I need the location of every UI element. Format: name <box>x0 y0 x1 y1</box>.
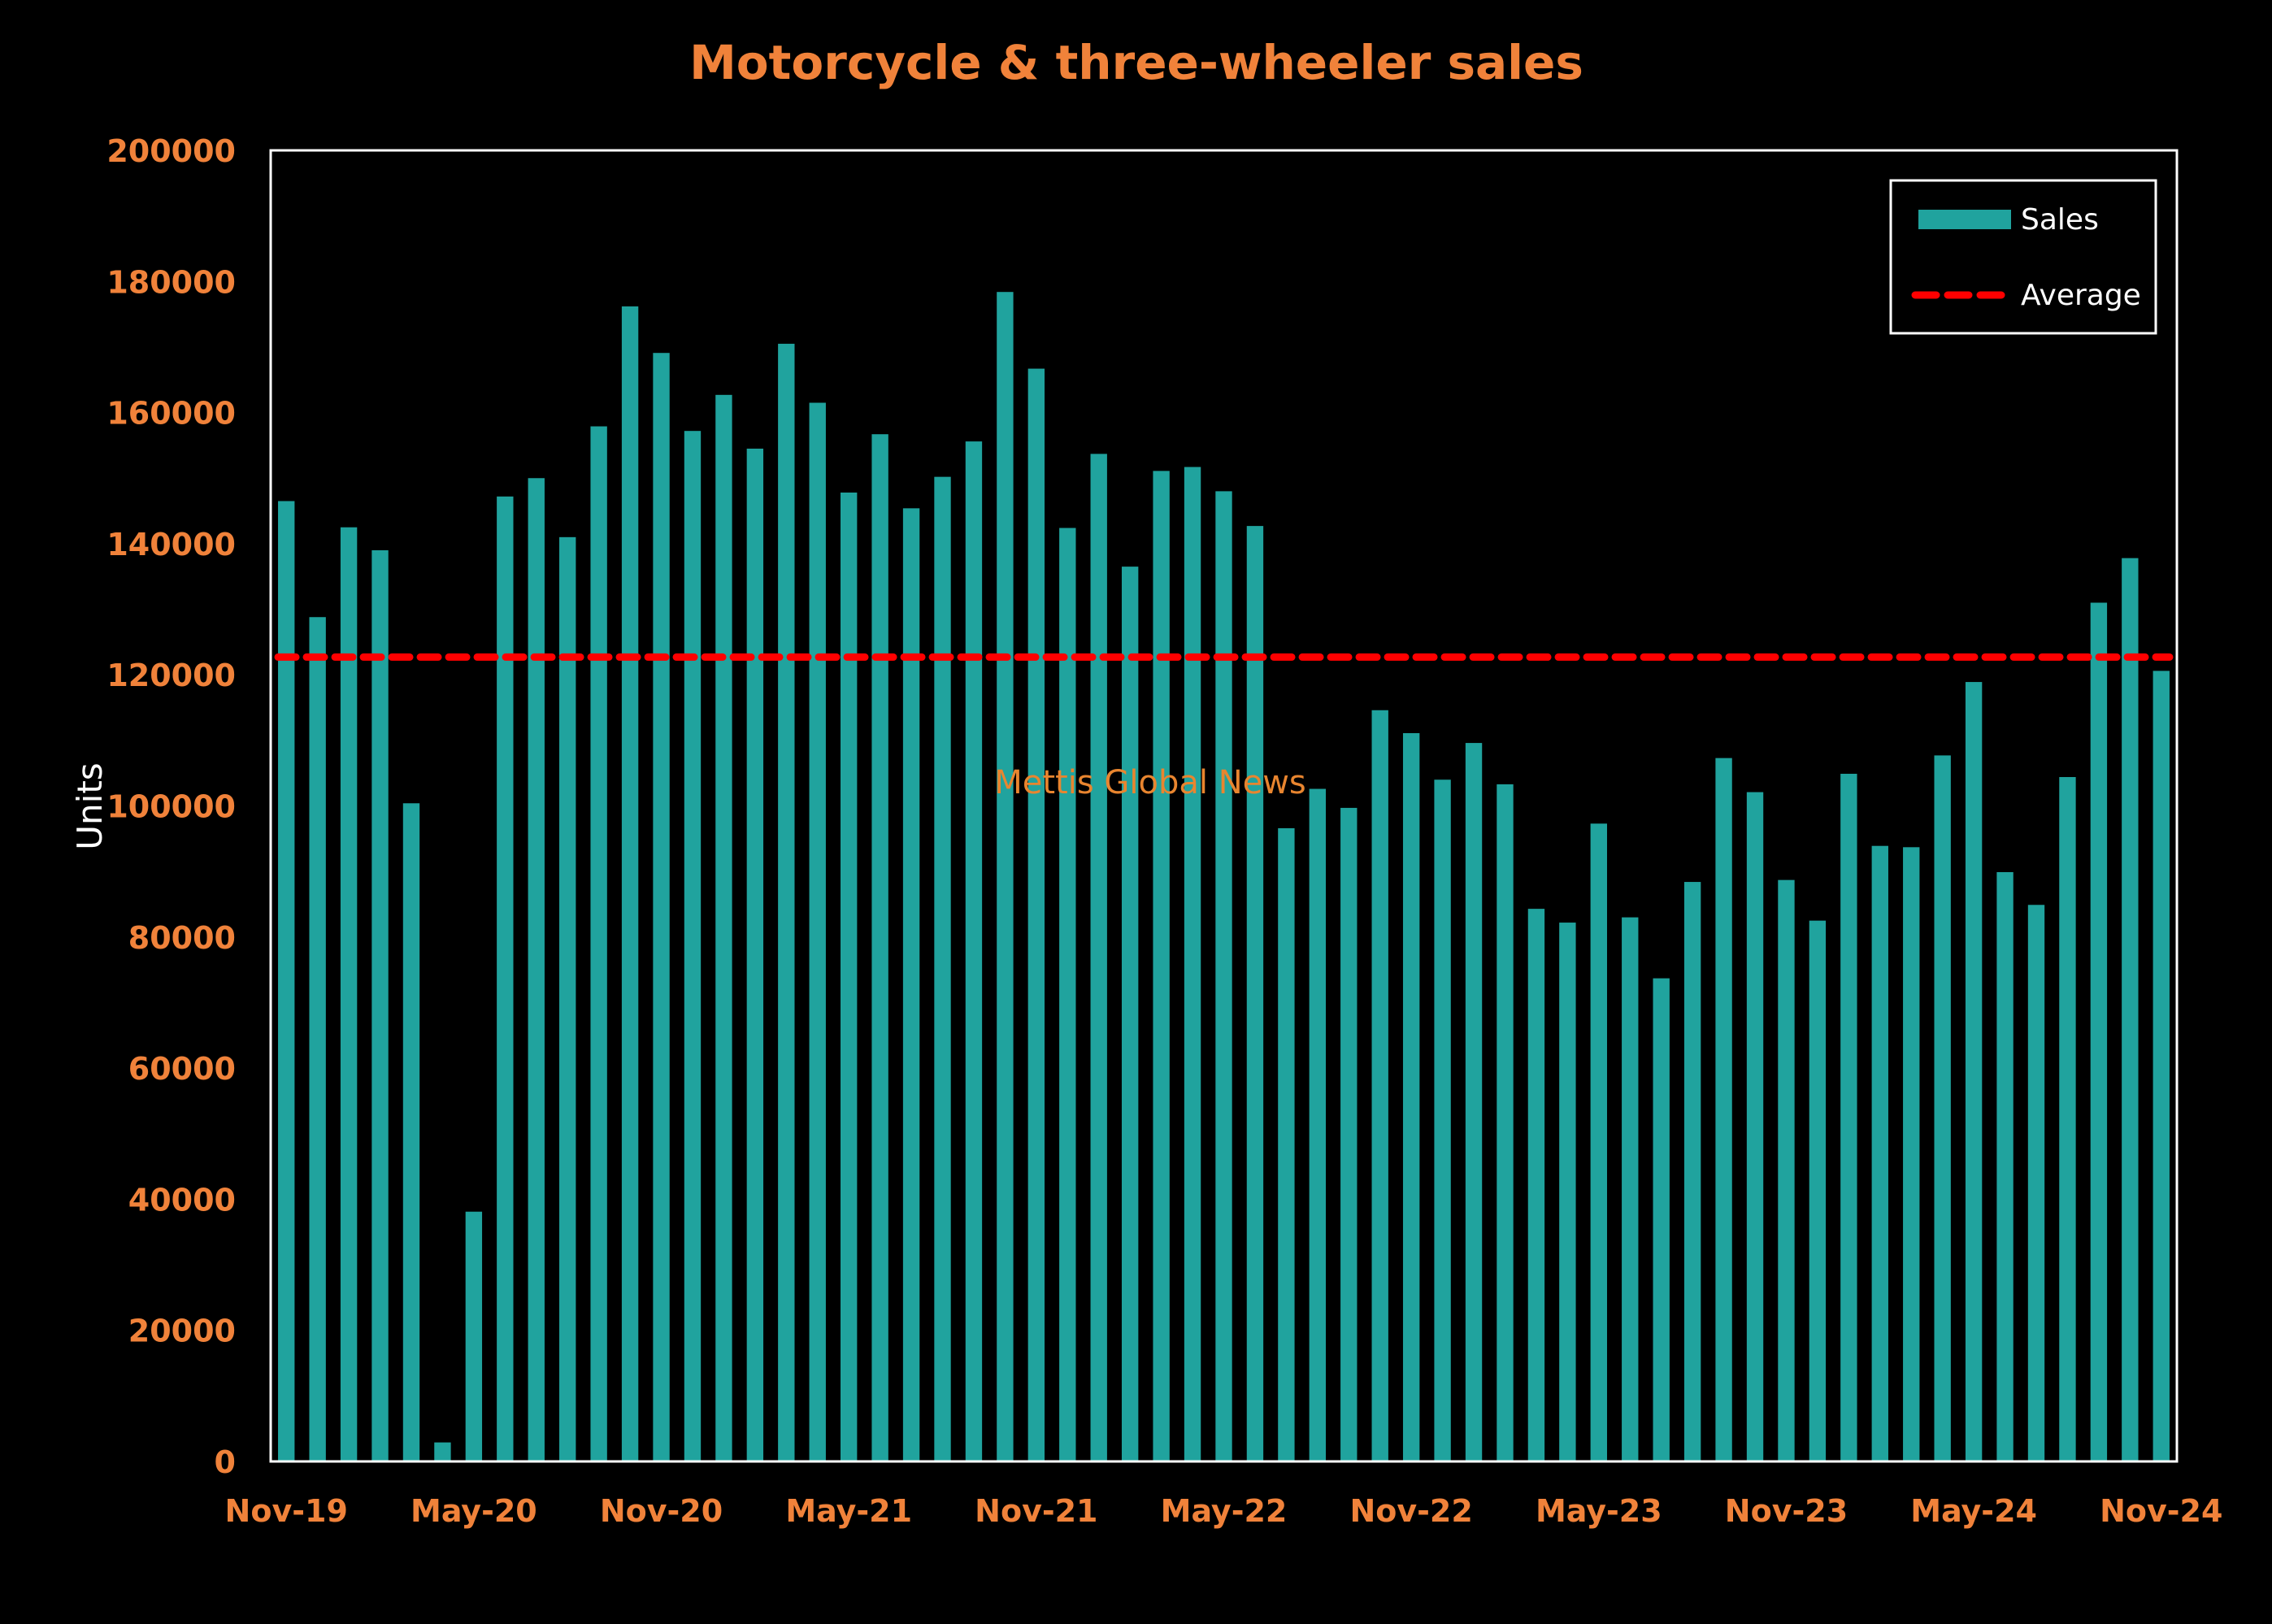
bar-sep-21 <box>965 441 983 1461</box>
y-tick-label: 0 <box>215 1444 236 1480</box>
x-tick-label: May-22 <box>1161 1493 1288 1529</box>
x-tick-label: Nov-20 <box>600 1493 723 1529</box>
y-tick-label: 160000 <box>106 396 236 432</box>
plot-area-border <box>269 149 2179 1463</box>
bar-oct-22 <box>1371 710 1388 1461</box>
bar-mar-21 <box>778 343 795 1461</box>
bar-jun-23 <box>1622 917 1639 1461</box>
bar-apr-23 <box>1559 923 1576 1461</box>
legend-sales-swatch <box>1918 210 2011 229</box>
bar-mar-22 <box>1153 471 1170 1461</box>
y-tick-label: 80000 <box>128 920 236 956</box>
bar-jan-20 <box>340 527 358 1461</box>
y-tick-label: 40000 <box>128 1182 236 1218</box>
bar-nov-19 <box>278 501 295 1461</box>
bar-oct-21 <box>997 292 1014 1462</box>
bar-jan-22 <box>1090 454 1107 1462</box>
bar-mar-24 <box>1903 847 1920 1461</box>
y-tick-label: 60000 <box>128 1051 236 1087</box>
bar-jul-21 <box>902 508 920 1461</box>
watermark-text: Mettis Global News <box>994 764 1306 801</box>
bar-jun-21 <box>871 434 888 1462</box>
legend-sales-label: Sales <box>2021 203 2099 237</box>
bar-apr-22 <box>1184 467 1201 1461</box>
bar-may-24 <box>1965 682 1983 1461</box>
bar-feb-20 <box>371 549 389 1461</box>
bar-may-20 <box>465 1211 483 1461</box>
bar-mar-20 <box>402 803 420 1461</box>
x-tick-label: Nov-21 <box>975 1493 1097 1529</box>
y-tick-label: 200000 <box>106 133 236 169</box>
bar-nov-24 <box>2153 671 2170 1461</box>
bar-jan-24 <box>1840 773 1857 1461</box>
x-tick-label: Nov-22 <box>1349 1493 1472 1529</box>
x-tick-label: Nov-23 <box>1725 1493 1848 1529</box>
y-tick-label: 100000 <box>106 789 236 825</box>
bar-may-23 <box>1590 823 1607 1461</box>
bar-aug-22 <box>1309 788 1327 1461</box>
chart-title: Motorcycle & three-wheeler sales <box>689 35 1583 90</box>
bar-jun-24 <box>1996 871 2014 1461</box>
bar-aug-23 <box>1683 882 1701 1461</box>
bar-nov-20 <box>653 353 670 1462</box>
y-axis: 0 20000 40000 60000 80000 100000 120000 140000 1… <box>106 133 236 1480</box>
bar-nov-21 <box>1027 368 1045 1461</box>
bar-jul-24 <box>2027 905 2045 1461</box>
bar-sep-22 <box>1340 807 1358 1461</box>
bar-nov-22 <box>1402 732 1420 1461</box>
bar-jul-20 <box>528 478 545 1461</box>
legend: Sales Average <box>1889 179 2157 335</box>
bar-feb-24 <box>1871 845 1888 1461</box>
x-tick-label: Nov-19 <box>225 1493 348 1529</box>
y-tick-label: 120000 <box>106 658 236 693</box>
x-tick-label: May-23 <box>1536 1493 1662 1529</box>
bar-nov-23 <box>1778 879 1795 1461</box>
y-axis-title: Units <box>70 762 110 849</box>
y-tick-label: 140000 <box>106 527 236 562</box>
legend-average-label: Average <box>2021 279 2141 312</box>
bar-oct-20 <box>621 306 639 1462</box>
bar-jan-23 <box>1465 743 1483 1461</box>
x-tick-label: Nov-24 <box>2100 1493 2222 1529</box>
bar-sep-23 <box>1715 758 1732 1461</box>
legend-box <box>1889 179 2157 335</box>
bar-jul-22 <box>1278 827 1295 1461</box>
x-tick-label: May-24 <box>1910 1493 2037 1529</box>
bar-aug-24 <box>2059 777 2076 1461</box>
y-tick-label: 20000 <box>128 1314 236 1349</box>
bar-feb-22 <box>1121 567 1139 1461</box>
y-tick-label: 180000 <box>106 264 236 300</box>
bar-dec-22 <box>1434 779 1451 1461</box>
bar-mar-23 <box>1527 909 1545 1461</box>
bar-aug-20 <box>559 536 576 1461</box>
bar-feb-23 <box>1497 784 1514 1461</box>
bar-jun-22 <box>1246 526 1264 1461</box>
bar-jan-21 <box>715 394 732 1461</box>
bar-aug-21 <box>934 476 951 1461</box>
bar-may-21 <box>841 492 858 1461</box>
bar-dec-19 <box>309 617 326 1461</box>
bar-oct-24 <box>2122 558 2139 1461</box>
bar-feb-21 <box>746 448 764 1462</box>
bar-apr-20 <box>434 1442 451 1461</box>
x-tick-label: May-21 <box>785 1493 912 1529</box>
bar-apr-21 <box>809 402 826 1461</box>
bar-dec-20 <box>684 431 702 1462</box>
bars-layer <box>278 292 2170 1462</box>
bar-dec-23 <box>1809 920 1827 1461</box>
bar-sep-20 <box>590 426 607 1461</box>
x-axis: Nov-19 May-20 Nov-20 May-21 Nov-21 May-22 Nov-… <box>225 1493 2223 1529</box>
bar-dec-21 <box>1059 528 1076 1461</box>
bar-apr-24 <box>1934 755 1951 1461</box>
x-tick-label: May-20 <box>411 1493 537 1529</box>
bar-may-22 <box>1215 491 1232 1461</box>
bar-oct-23 <box>1746 792 1764 1461</box>
bar-jun-20 <box>497 496 514 1461</box>
bar-sep-24 <box>2090 602 2108 1461</box>
bar-jul-23 <box>1653 978 1670 1461</box>
